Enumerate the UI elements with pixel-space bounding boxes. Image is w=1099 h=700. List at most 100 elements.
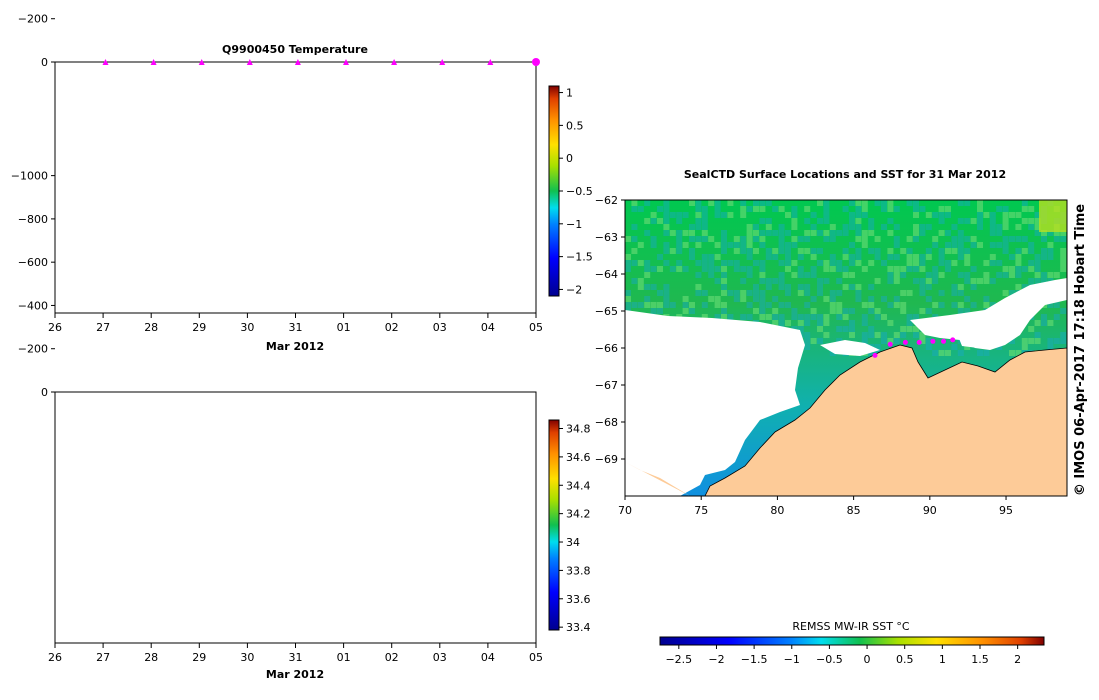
sst-pixel: [861, 242, 868, 248]
sst-pixel: [701, 302, 708, 308]
sst-pixel: [945, 212, 951, 218]
sst-pixel: [823, 332, 830, 338]
sst-pixel: [983, 302, 990, 308]
sst-pixel: [1009, 254, 1015, 260]
sst-pixel: [1009, 350, 1015, 356]
sst-pixel: [804, 248, 811, 254]
sst-pixel: [721, 236, 727, 242]
sst-pixel: [765, 302, 772, 308]
x-tick-label: 28: [144, 651, 158, 664]
sst-pixel: [893, 278, 900, 284]
sst-pixel: [887, 320, 894, 326]
sst-colorbar-tick-label: −0.5: [816, 653, 843, 666]
salinity-colorbar-ticks: 34.8 34.6 34.4 34.2 34 33.8 33.6 33.4: [559, 423, 591, 634]
sst-pixel: [1034, 260, 1041, 266]
sst-pixel: [957, 236, 964, 242]
sst-pixel: [682, 212, 689, 218]
sst-pixel: [932, 212, 939, 218]
x-tick-label: 01: [337, 321, 351, 334]
sst-pixel: [676, 212, 683, 218]
sst-pixel: [932, 278, 939, 284]
sst-pixel: [1028, 206, 1035, 212]
colorbar-tick-label: 0: [566, 152, 573, 165]
sst-pixel: [823, 296, 830, 302]
sst-pixel: [1041, 320, 1047, 326]
x-tick-label: 29: [192, 321, 206, 334]
sst-pixel: [740, 236, 747, 242]
sst-pixel: [631, 200, 638, 206]
sst-pixel: [701, 260, 708, 266]
sst-pixel: [906, 254, 913, 260]
sst-pixel: [989, 260, 996, 266]
sst-pixel: [1060, 308, 1067, 314]
sst-pixel: [913, 236, 919, 242]
sst-pixel: [785, 302, 791, 308]
sst-pixel: [913, 206, 919, 212]
colorbar-tick-label: 0.5: [566, 119, 584, 132]
sst-pixel: [849, 200, 855, 206]
sst-pixel: [721, 290, 727, 296]
sst-pixel: [1047, 338, 1054, 344]
sst-pixel: [855, 284, 862, 290]
lon-tick-label: 90: [923, 504, 937, 517]
latest-surface-marker: [532, 58, 540, 66]
sst-pixel: [1034, 218, 1041, 224]
sst-pixel: [970, 218, 977, 224]
y-tick-label: −600: [18, 256, 48, 269]
sst-pixel: [701, 218, 708, 224]
sst-pixel: [791, 314, 798, 320]
sst-pixel: [695, 284, 702, 290]
seal-location-point: [887, 341, 893, 347]
sst-pixel: [836, 278, 843, 284]
colorbar-tick-label: 34.8: [566, 423, 591, 436]
sst-pixel: [1015, 284, 1022, 290]
sst-pixel: [669, 248, 676, 254]
sea-ice-east: [910, 278, 1067, 350]
temperature-xlabel: Mar 2012: [266, 340, 324, 353]
sst-pixel: [925, 296, 932, 302]
sst-pixel: [957, 290, 964, 296]
sst-pixel: [804, 290, 811, 296]
sst-pixel: [695, 200, 702, 206]
sst-pixel: [778, 284, 785, 290]
surface-marker: [246, 59, 253, 65]
sst-pixel: [714, 278, 721, 284]
sst-pixel: [1021, 248, 1028, 254]
sst-pixel: [861, 266, 868, 272]
surface-marker: [198, 59, 205, 65]
sst-pixel: [759, 278, 766, 284]
sst-pixel: [829, 350, 836, 356]
sst-pixel: [951, 290, 958, 296]
temperature-depth-axis: 0−200−400−600−800−1000: [18, 13, 55, 69]
sst-pixel: [797, 236, 804, 242]
sst-pixel: [746, 236, 753, 242]
sst-pixel: [682, 296, 689, 302]
sst-pixel: [733, 248, 740, 254]
y-tick-label: −400: [18, 299, 48, 312]
sst-pixel: [1053, 272, 1060, 278]
sst-pixel: [945, 260, 951, 266]
sst-pixel: [759, 296, 766, 302]
sst-pixel: [663, 260, 670, 266]
sst-pixel: [714, 254, 721, 260]
sst-pixel: [1002, 218, 1009, 224]
sst-pixel: [746, 230, 753, 236]
sst-pixel: [919, 338, 926, 344]
sst-pixel: [970, 266, 977, 272]
lat-tick-label: −63: [595, 231, 618, 244]
sst-pixel: [778, 230, 785, 236]
sst-pixel: [791, 242, 798, 248]
sst-pixel: [977, 242, 983, 248]
sst-pixel: [657, 218, 663, 224]
lon-tick-label: 85: [847, 504, 861, 517]
sst-pixel: [881, 200, 887, 206]
sst-pixel: [759, 218, 766, 224]
sst-pixel: [919, 278, 926, 284]
sst-pixel: [778, 278, 785, 284]
sst-pixel: [701, 212, 708, 218]
sst-pixel: [676, 248, 683, 254]
sst-pixel: [836, 302, 843, 308]
sst-pixel: [938, 206, 945, 212]
y-tick-label: −200: [18, 343, 48, 356]
sst-pixel: [868, 308, 875, 314]
